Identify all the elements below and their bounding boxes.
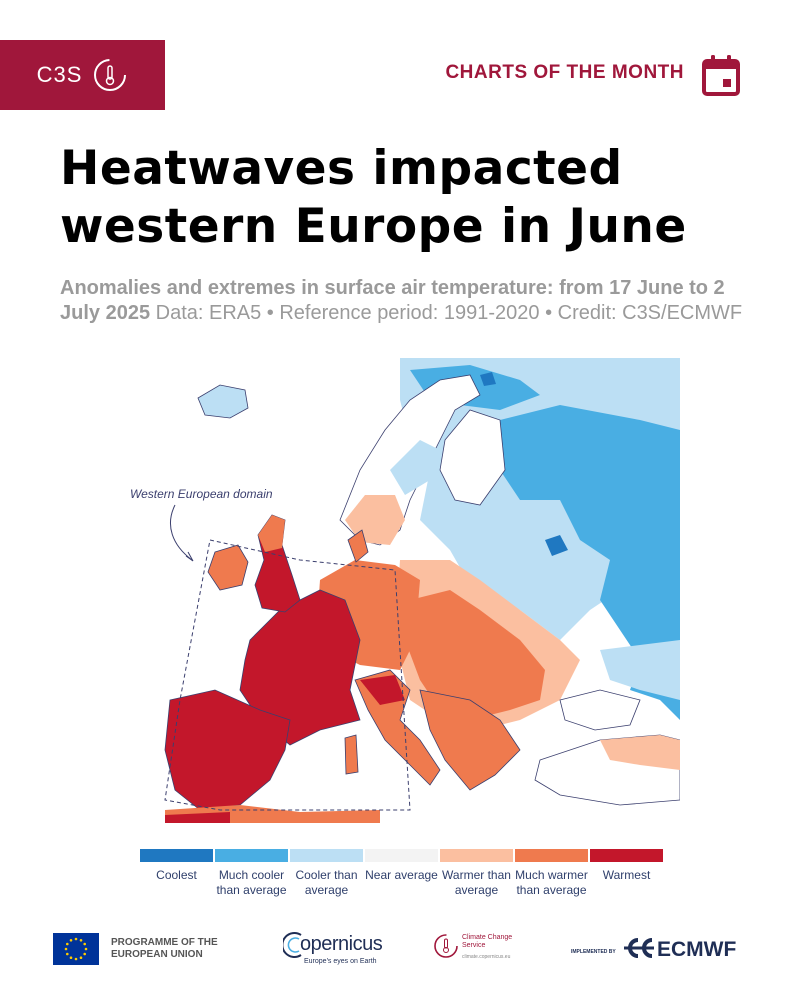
legend-label: Near average — [365, 868, 438, 882]
legend-swatch — [440, 849, 513, 862]
north-africa-warmest — [165, 812, 230, 823]
eu-programme-text: PROGRAMME OF THE EUROPEAN UNION — [111, 937, 218, 960]
annotation-arrow — [170, 504, 193, 561]
legend-label: Coolest — [156, 868, 197, 882]
ecmwf-wordmark: ECMWF — [657, 938, 737, 961]
ecmwf-logo-icon — [624, 938, 654, 958]
legend-label: Warmer than average — [442, 868, 511, 897]
legend-item: Much cooler than average — [214, 849, 289, 898]
legend-item: Warmer than average — [439, 849, 514, 898]
western-european-domain-outline — [164, 539, 411, 811]
scotland-warmer — [258, 515, 285, 552]
map-svg: Western European domain — [130, 358, 680, 823]
denmark — [347, 529, 369, 563]
subtitle-credits: Data: ERA5 • Reference period: 1991-2020… — [150, 302, 743, 324]
subtitle: Anomalies and extremes in surface air te… — [60, 276, 760, 326]
ccs-name: Climate Change Service — [462, 934, 513, 949]
france-warmest — [239, 589, 361, 746]
ireland — [207, 544, 249, 591]
subtitle-bold: Anomalies and extremes in surface air te… — [60, 277, 725, 324]
much-cooler-region-east — [500, 405, 680, 720]
legend-label: Much cooler than average — [216, 868, 287, 897]
legend-item: Coolest — [139, 849, 214, 898]
black-sea — [559, 689, 641, 731]
iceland — [197, 384, 249, 419]
legend-swatch — [515, 849, 588, 862]
legend-label: Cooler than average — [295, 868, 358, 897]
iberia-warmest — [164, 689, 291, 811]
legend-label: Warmest — [602, 868, 651, 882]
legend-swatch — [590, 849, 663, 862]
legend-item: Near average — [364, 849, 439, 898]
legend-item: Warmest — [589, 849, 664, 898]
charts-of-the-month-label: CHARTS OF THE MONTH — [445, 62, 684, 83]
sardinia — [344, 734, 359, 775]
calendar-icon — [702, 55, 740, 96]
legend-label: Much warmer than average — [515, 868, 588, 897]
implemented-by-label: IMPLEMENTED BY — [571, 949, 616, 955]
anatolia-warm — [600, 735, 680, 770]
copernicus-logo-icon — [283, 932, 302, 958]
page-title: Heatwaves impacted western Europe in Jun… — [60, 140, 750, 256]
legend-swatch — [365, 849, 438, 862]
domain-annotation: Western European domain — [130, 487, 273, 501]
balkans — [419, 689, 521, 791]
caucasus-region — [600, 640, 680, 700]
c3s-brand-box: C3S — [0, 40, 165, 110]
legend-swatch — [215, 849, 288, 862]
copernicus-wordmark: opernicus — [300, 933, 383, 955]
coolest-patch — [480, 372, 568, 556]
legend-item: Much warmer than average — [514, 849, 589, 898]
brand-name: C3S — [36, 62, 83, 87]
ccs-url: climate.copernicus.eu — [462, 954, 511, 960]
ccs-logo-icon — [434, 934, 458, 958]
temperature-anomaly-map: Western European domain — [0, 355, 800, 835]
legend-item: Cooler than average — [289, 849, 364, 898]
east-europe-much-warmer — [405, 590, 545, 720]
copernicus-tagline: Europe's eyes on Earth — [304, 958, 377, 965]
sweden-cool — [390, 440, 440, 495]
legend-swatch — [290, 849, 363, 862]
finland — [439, 409, 506, 506]
footer-logos: PROGRAMME OF THE EUROPEAN UNION opernicu… — [0, 925, 800, 975]
legend-swatch — [140, 849, 213, 862]
annotation-arrow-head — [185, 551, 194, 562]
north-italy-warmest — [360, 675, 405, 705]
title-line-2: western Europe in June — [60, 199, 687, 254]
eu-flag-icon — [53, 933, 99, 965]
title-line-1: Heatwaves impacted — [60, 141, 623, 196]
legend: Coolest Much cooler than average Cooler th… — [139, 849, 664, 898]
c3s-thermometer-icon — [94, 59, 127, 91]
